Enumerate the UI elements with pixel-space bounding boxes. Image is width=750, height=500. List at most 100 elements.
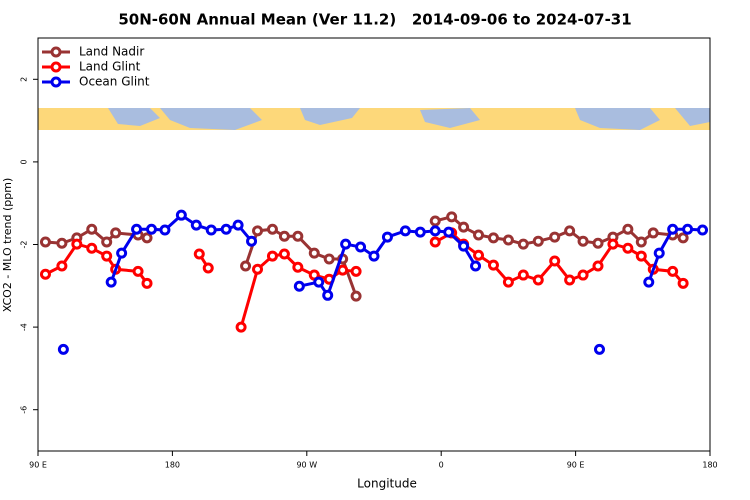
- x-tick-label: 90 W: [296, 461, 317, 470]
- series-point: [429, 236, 441, 248]
- legend-label: Land Glint: [79, 60, 141, 74]
- series-point: [446, 211, 458, 223]
- series-point: [86, 242, 98, 254]
- series-point: [549, 255, 561, 267]
- series-point: [350, 290, 362, 302]
- series-point: [232, 219, 244, 231]
- series-point: [429, 225, 441, 237]
- series-point: [564, 274, 576, 286]
- series-point: [252, 225, 264, 237]
- series-point: [381, 231, 393, 243]
- series-point: [56, 260, 68, 272]
- series-point: [607, 238, 619, 250]
- series-point: [592, 260, 604, 272]
- series-point: [105, 276, 117, 288]
- y-tick-label: -2: [20, 241, 29, 249]
- series-point: [190, 219, 202, 231]
- series-point: [517, 238, 529, 250]
- series-point: [340, 238, 352, 250]
- series-point: [57, 343, 69, 355]
- legend-marker: [50, 76, 62, 88]
- series-point: [682, 223, 694, 235]
- series-point: [141, 277, 153, 289]
- series-point: [278, 248, 290, 260]
- series-point: [622, 223, 634, 235]
- series-point: [292, 261, 304, 273]
- series-point: [193, 248, 205, 260]
- series-point: [322, 289, 334, 301]
- map-land: [108, 108, 710, 130]
- series-point: [667, 265, 679, 277]
- series-point: [56, 237, 68, 249]
- series-point: [549, 231, 561, 243]
- series-point: [337, 264, 349, 276]
- series-point: [643, 276, 655, 288]
- series-point: [246, 235, 258, 247]
- series-point: [458, 240, 470, 252]
- series-point: [202, 262, 214, 274]
- map-strip: [38, 108, 710, 130]
- series-point: [355, 241, 367, 253]
- x-tick-label: 0: [439, 461, 444, 470]
- series-point: [368, 250, 380, 262]
- series-point: [592, 237, 604, 249]
- series-point: [470, 260, 482, 272]
- series-point: [653, 247, 665, 259]
- series-point: [101, 250, 113, 262]
- series-point: [458, 221, 470, 233]
- series-point: [141, 232, 153, 244]
- x-tick-label: 90 E: [29, 461, 47, 470]
- x-axis-label: Longitude: [357, 477, 417, 491]
- series-point: [220, 223, 232, 235]
- chart-title: 50N-60N Annual Mean (Ver 11.2) 2014-09-0…: [118, 11, 631, 29]
- series-point: [39, 268, 51, 280]
- series-point: [71, 238, 83, 250]
- series-point: [697, 224, 709, 236]
- series-point: [593, 343, 605, 355]
- series-point: [278, 230, 290, 242]
- series-point: [145, 223, 157, 235]
- series-point: [240, 260, 252, 272]
- series-point: [677, 232, 689, 244]
- series-point: [577, 235, 589, 247]
- series-point: [292, 230, 304, 242]
- series-point: [266, 250, 278, 262]
- series-point: [39, 236, 51, 248]
- series-point: [635, 250, 647, 262]
- series-point: [443, 226, 455, 238]
- series-point: [487, 259, 499, 271]
- series-point: [429, 215, 441, 227]
- series-point: [235, 321, 247, 333]
- legend-marker: [50, 46, 62, 58]
- series-point: [517, 269, 529, 281]
- series-point: [323, 253, 335, 265]
- legend-label: Land Nadir: [79, 45, 144, 59]
- series-point: [414, 226, 426, 238]
- series-point: [101, 236, 113, 248]
- series-point: [132, 265, 144, 277]
- series-point: [502, 276, 514, 288]
- series-point: [266, 223, 278, 235]
- series-point: [487, 232, 499, 244]
- series-point: [635, 236, 647, 248]
- series-point: [577, 269, 589, 281]
- series-point: [86, 223, 98, 235]
- series-point: [473, 229, 485, 241]
- series-point: [564, 225, 576, 237]
- legend-marker: [50, 61, 62, 73]
- series-point: [399, 225, 411, 237]
- series-point: [502, 234, 514, 246]
- y-tick-label: 0: [20, 159, 29, 164]
- series-point: [667, 223, 679, 235]
- series-point: [116, 247, 128, 259]
- series-point: [159, 224, 171, 236]
- y-tick-label: -4: [20, 323, 29, 331]
- series-point: [131, 223, 143, 235]
- y-tick-label: -6: [20, 406, 29, 414]
- series-point: [205, 224, 217, 236]
- series-point: [647, 227, 659, 239]
- series-point: [622, 242, 634, 254]
- x-tick-label: 180: [702, 461, 717, 470]
- series-point: [532, 235, 544, 247]
